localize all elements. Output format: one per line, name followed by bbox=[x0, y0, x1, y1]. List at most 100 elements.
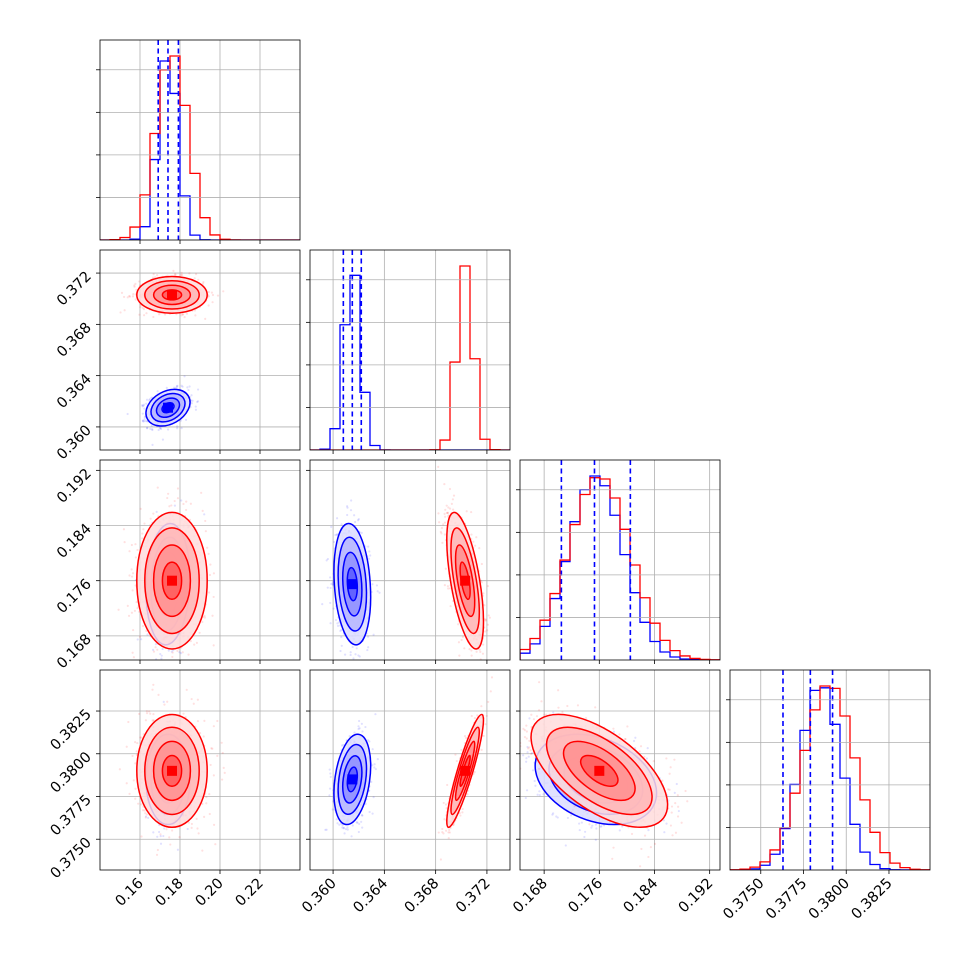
scatter-point bbox=[187, 388, 190, 392]
y-tick-label: 0.168 bbox=[54, 631, 95, 672]
scatter-point bbox=[148, 399, 151, 402]
scatter-point bbox=[156, 274, 159, 277]
scatter-point bbox=[329, 622, 332, 625]
panel-body bbox=[117, 486, 216, 668]
scatter-point bbox=[368, 667, 370, 669]
scatter-point bbox=[146, 426, 149, 429]
scatter-point bbox=[343, 653, 347, 656]
scatter-point bbox=[154, 646, 157, 649]
density-peak-red bbox=[167, 289, 177, 300]
scatter-point bbox=[139, 635, 142, 638]
scatter-point bbox=[339, 629, 342, 633]
scatter-point bbox=[190, 394, 193, 397]
scatter-point bbox=[143, 416, 146, 419]
scatter-point bbox=[135, 600, 138, 604]
y-tick-label: 0.372 bbox=[54, 269, 95, 310]
scatter-point bbox=[325, 559, 328, 562]
scatter-point bbox=[151, 428, 154, 431]
scatter-point bbox=[168, 505, 171, 508]
scatter-point bbox=[198, 631, 201, 634]
scatter-point bbox=[187, 653, 190, 656]
scatter-point bbox=[206, 546, 209, 549]
scatter-point bbox=[186, 386, 189, 389]
scatter-point bbox=[190, 402, 193, 405]
y-tick-label: 0.360 bbox=[54, 422, 95, 463]
scatter-point bbox=[210, 291, 214, 294]
scatter-point bbox=[176, 427, 179, 430]
scatter-point bbox=[179, 652, 183, 655]
scatter-point bbox=[335, 533, 339, 536]
scatter-point bbox=[132, 656, 135, 659]
scatter-point bbox=[180, 499, 183, 502]
scatter-point bbox=[211, 301, 214, 304]
scatter-point bbox=[142, 308, 146, 311]
scatter-point bbox=[445, 511, 448, 515]
scatter-point bbox=[360, 531, 363, 534]
scatter-point bbox=[145, 398, 149, 401]
scatter-point bbox=[141, 306, 144, 310]
scatter-point bbox=[132, 292, 135, 296]
scatter-point bbox=[207, 290, 210, 294]
scatter-point bbox=[470, 533, 473, 536]
scatter-point bbox=[144, 419, 147, 423]
density-peak-blue bbox=[163, 402, 173, 413]
scatter-point bbox=[207, 295, 210, 298]
scatter-point bbox=[128, 550, 131, 553]
panel-frame bbox=[99, 459, 301, 661]
scatter-point bbox=[184, 508, 188, 512]
scatter-point bbox=[138, 313, 141, 316]
scatter-point bbox=[196, 400, 199, 404]
scatter-point bbox=[166, 496, 169, 500]
density-peak-blue bbox=[347, 579, 358, 590]
scatter-point bbox=[132, 628, 135, 632]
scatter-point bbox=[211, 614, 214, 617]
scatter-point bbox=[160, 654, 163, 657]
scatter-point bbox=[120, 291, 124, 294]
scatter-point bbox=[136, 606, 139, 610]
scatter-point bbox=[447, 587, 450, 590]
scatter-point bbox=[180, 273, 184, 277]
scatter-point bbox=[172, 269, 175, 272]
scatter-point bbox=[357, 662, 359, 664]
scatter-point bbox=[143, 418, 146, 421]
scatter-point bbox=[141, 537, 144, 540]
scatter-point bbox=[161, 647, 164, 651]
scatter-point bbox=[141, 532, 144, 535]
scatter-point bbox=[355, 647, 358, 650]
scatter-point bbox=[170, 504, 173, 507]
scatter-point bbox=[174, 272, 177, 276]
scatter-point bbox=[142, 420, 145, 423]
scatter-point bbox=[349, 509, 353, 512]
scatter-point bbox=[152, 315, 155, 319]
scatter-point bbox=[171, 651, 174, 654]
scatter-point bbox=[366, 635, 370, 638]
scatter-point bbox=[332, 607, 335, 610]
scatter-point bbox=[197, 278, 200, 281]
scatter-point bbox=[201, 620, 204, 624]
scatter-point bbox=[176, 384, 179, 387]
scatter-point bbox=[180, 427, 183, 430]
scatter-point bbox=[331, 581, 334, 585]
scatter-point bbox=[154, 643, 157, 646]
scatter-point bbox=[123, 309, 126, 312]
scatter-point bbox=[143, 407, 146, 410]
scatter-point bbox=[207, 552, 210, 555]
scatter-point bbox=[159, 426, 162, 430]
scatter-point bbox=[372, 633, 375, 636]
scatter-point bbox=[181, 385, 184, 388]
scatter-point bbox=[472, 540, 475, 543]
scatter-point bbox=[122, 528, 126, 531]
scatter-point bbox=[168, 662, 170, 664]
scatter-point bbox=[130, 611, 134, 614]
scatter-point bbox=[367, 557, 371, 560]
scatter-point bbox=[366, 648, 369, 652]
scatter-point bbox=[212, 644, 215, 647]
scatter-point bbox=[334, 618, 338, 622]
scatter-point bbox=[180, 384, 183, 387]
panel-background bbox=[310, 250, 510, 450]
scatter-point bbox=[134, 282, 137, 285]
scatter-point bbox=[159, 652, 162, 656]
scatter-point bbox=[203, 614, 206, 618]
scatter-point bbox=[167, 666, 169, 668]
